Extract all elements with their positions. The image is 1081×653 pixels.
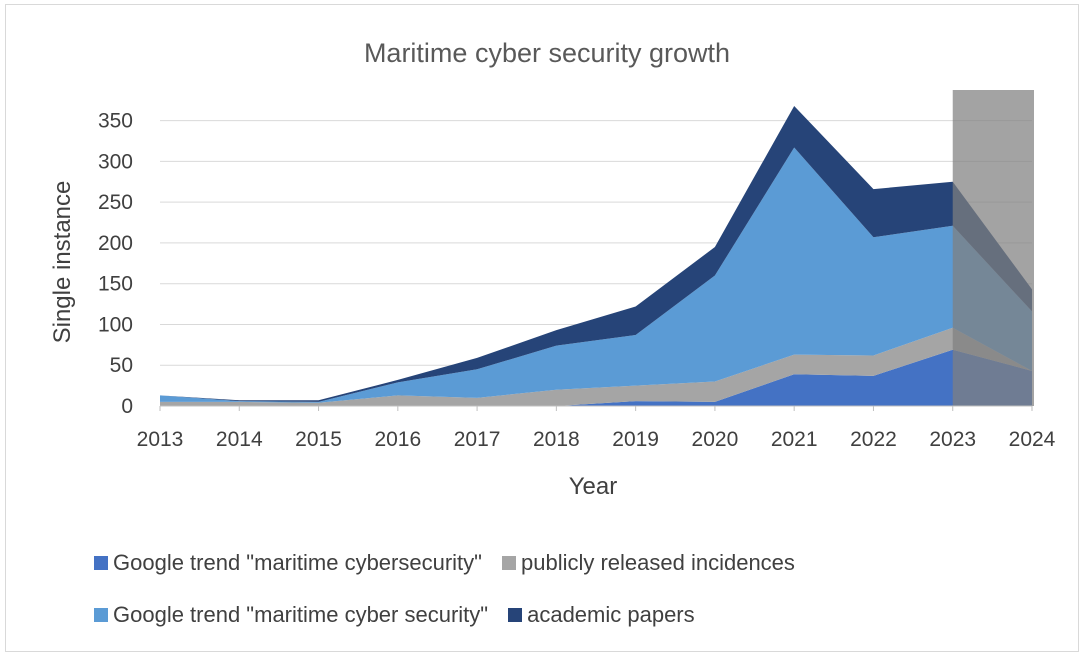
y-tick-label: 300 — [98, 150, 133, 173]
x-tick-label: 2015 — [295, 428, 342, 451]
y-tick-label: 150 — [98, 273, 133, 296]
x-tick-label: 2023 — [929, 428, 976, 451]
legend-item: academic papers — [508, 602, 695, 628]
y-tick-label: 250 — [98, 191, 133, 214]
legend-label: Google trend "maritime cybersecurity" — [113, 550, 482, 575]
legend-label: publicly released incidences — [520, 550, 795, 575]
legend-row: Google trend "maritime cybersecurity" pub… — [94, 550, 815, 576]
area-series-group — [160, 105, 1032, 406]
legend-swatch — [94, 608, 108, 622]
legend-item: publicly released incidences — [501, 550, 795, 576]
area-series-0 — [160, 349, 1032, 406]
x-tick-label: 2021 — [771, 428, 818, 451]
x-tick-label: 2018 — [533, 428, 580, 451]
y-tick-label: 100 — [98, 313, 133, 336]
x-tick-label: 2019 — [612, 428, 659, 451]
x-tick-label: 2024 — [1009, 428, 1056, 451]
x-tick-label: 2022 — [850, 428, 897, 451]
chart-title: Maritime cyber security growth — [364, 38, 730, 68]
legend-label: academic papers — [527, 602, 695, 627]
x-tick-label: 2014 — [216, 428, 263, 451]
y-axis-title: Single instance — [49, 181, 76, 344]
x-tick-label: 2013 — [137, 428, 184, 451]
highlight-band-rect — [952, 90, 1034, 406]
legend-swatch — [508, 608, 523, 622]
axes — [159, 405, 1033, 411]
legend-row: Google trend "maritime cyber security" ac… — [94, 602, 715, 628]
area-series-2 — [160, 147, 1032, 403]
x-tick-labels: 2013 2014 2015 2016 2017 2018 2019 2020 2021 2022… — [137, 428, 1056, 451]
y-tick-label: 200 — [98, 232, 133, 255]
x-tick-label: 2020 — [692, 428, 739, 451]
x-tick-label: 2017 — [454, 428, 501, 451]
legend-label: Google trend "maritime cyber security" — [113, 602, 489, 627]
highlight-band — [952, 90, 1034, 406]
x-tick-label: 2016 — [374, 428, 421, 451]
y-tick-label: 50 — [110, 354, 133, 377]
area-series-1 — [160, 327, 1032, 406]
legend-swatch — [94, 556, 108, 570]
legend-swatch — [501, 556, 516, 570]
y-tick-label: 350 — [98, 110, 133, 133]
legend-item: Google trend "maritime cybersecurity" — [94, 550, 482, 576]
y-tick-label: 0 — [121, 395, 133, 418]
chart-frame: 0 50 100 150 200 250 300 350 2013 2014 2015 2016 20… — [5, 4, 1079, 652]
legend-item: Google trend "maritime cyber security" — [94, 602, 488, 628]
x-axis-title: Year — [569, 473, 618, 500]
y-tick-labels: 0 50 100 150 200 250 300 350 — [98, 110, 133, 418]
